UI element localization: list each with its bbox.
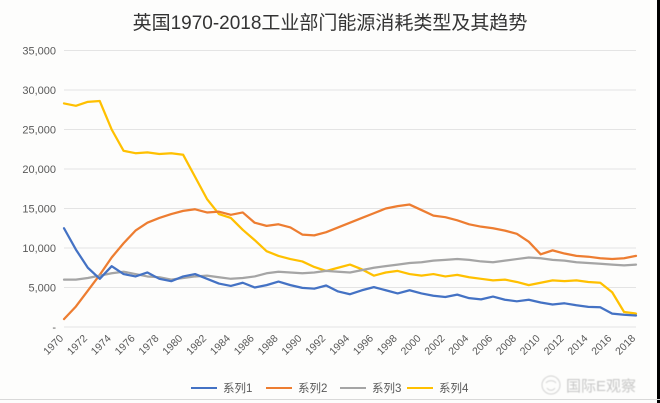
svg-text:1994: 1994 <box>327 333 352 358</box>
svg-text:2008: 2008 <box>494 333 519 358</box>
svg-text:2018: 2018 <box>613 333 638 358</box>
svg-text:1972: 1972 <box>65 333 90 358</box>
svg-text:15,000: 15,000 <box>22 204 56 216</box>
svg-text:1990: 1990 <box>279 333 304 358</box>
svg-text:25,000: 25,000 <box>22 125 56 137</box>
svg-text:1982: 1982 <box>184 333 209 358</box>
svg-text:1970: 1970 <box>41 333 66 358</box>
svg-text:2002: 2002 <box>422 333 447 358</box>
svg-text:1992: 1992 <box>303 333 328 358</box>
svg-text:国际E观察: 国际E观察 <box>566 377 636 395</box>
svg-text:1976: 1976 <box>113 333 138 358</box>
svg-text:2016: 2016 <box>589 333 614 358</box>
svg-text:2010: 2010 <box>518 333 543 358</box>
svg-text:1984: 1984 <box>208 333 233 358</box>
svg-text:-: - <box>52 322 56 334</box>
svg-text:35,000: 35,000 <box>22 46 56 58</box>
svg-text:2012: 2012 <box>542 333 567 358</box>
svg-text:10,000: 10,000 <box>22 243 56 255</box>
svg-text:1986: 1986 <box>232 333 257 358</box>
svg-text:1998: 1998 <box>375 333 400 358</box>
svg-text:2014: 2014 <box>565 333 590 358</box>
svg-text:2006: 2006 <box>470 333 495 358</box>
svg-text:5,000: 5,000 <box>28 283 56 295</box>
svg-text:1988: 1988 <box>256 333 281 358</box>
svg-text:2000: 2000 <box>399 333 424 358</box>
svg-text:1974: 1974 <box>89 333 114 358</box>
svg-text:1996: 1996 <box>351 333 376 358</box>
svg-text:1978: 1978 <box>136 333 161 358</box>
svg-text:20,000: 20,000 <box>22 164 56 176</box>
svg-text:2004: 2004 <box>446 333 471 358</box>
svg-text:1980: 1980 <box>160 333 185 358</box>
svg-text:30,000: 30,000 <box>22 85 56 97</box>
